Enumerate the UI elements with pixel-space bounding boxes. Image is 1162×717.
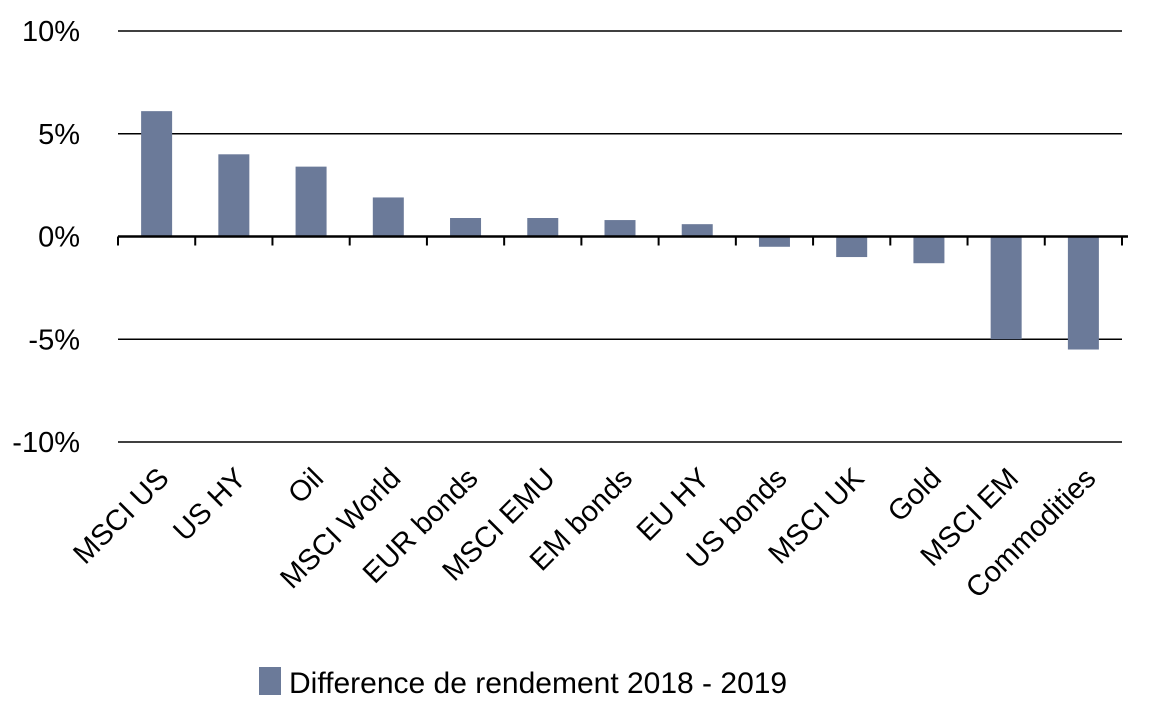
y-axis-tick-labels: 10% 5% 0% -5% -10% bbox=[12, 16, 80, 459]
bar bbox=[758, 236, 790, 247]
y-tick-label: -10% bbox=[12, 427, 80, 459]
bar bbox=[527, 218, 559, 237]
x-axis bbox=[117, 235, 1128, 246]
bar bbox=[913, 236, 945, 264]
y-tick-label: -5% bbox=[28, 324, 80, 356]
bar bbox=[372, 197, 404, 237]
bar bbox=[295, 166, 327, 237]
bar bbox=[450, 218, 482, 237]
y-tick-label: 0% bbox=[38, 222, 80, 254]
x-category-label: US HY bbox=[167, 462, 252, 547]
bars bbox=[141, 111, 1099, 350]
y-tick-label: 10% bbox=[22, 16, 80, 48]
legend: Difference de rendement 2018 - 2019 bbox=[259, 667, 787, 700]
gridlines bbox=[118, 30, 1122, 443]
bar bbox=[1067, 236, 1099, 350]
bar bbox=[141, 111, 173, 237]
x-category-label: MSCI US bbox=[67, 462, 175, 570]
bar bbox=[604, 220, 636, 237]
legend-label: Difference de rendement 2018 - 2019 bbox=[289, 667, 787, 700]
bar bbox=[218, 154, 250, 237]
bar bbox=[990, 236, 1022, 340]
x-category-label: Gold bbox=[882, 462, 948, 528]
legend-swatch bbox=[259, 667, 281, 695]
y-tick-label: 5% bbox=[38, 119, 80, 151]
bar bbox=[836, 236, 868, 258]
x-category-label: Oil bbox=[282, 462, 330, 510]
bar bbox=[681, 224, 713, 237]
